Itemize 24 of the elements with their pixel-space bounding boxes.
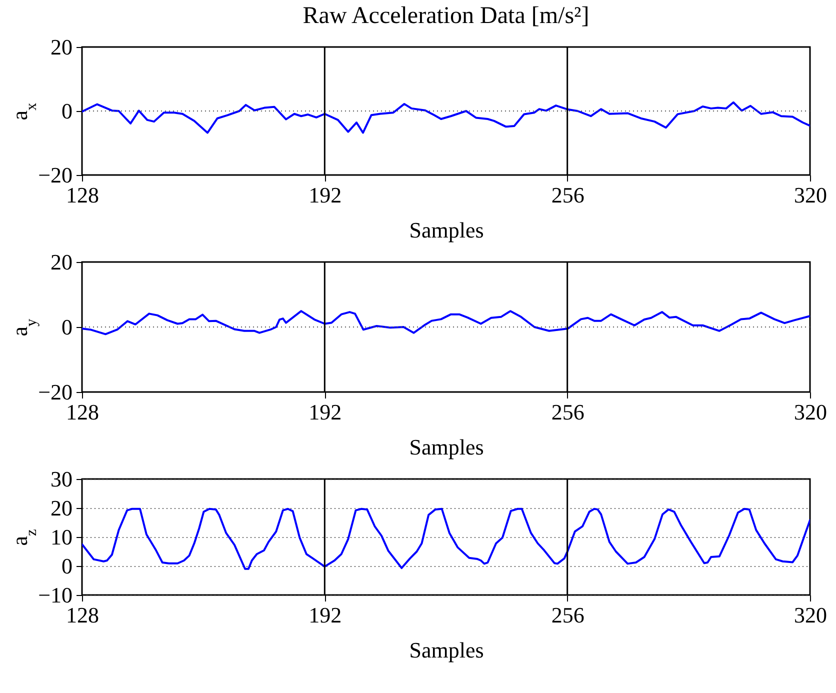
- x-axis-title: Samples: [409, 638, 484, 662]
- x-tick-label: 256: [551, 602, 584, 628]
- x-axis-title: Samples: [409, 218, 484, 242]
- x-tick-label: 192: [308, 400, 342, 424]
- y-tick-label: 0: [62, 554, 72, 578]
- y-tick-label: 20: [50, 496, 72, 520]
- y-tick-label: 20: [50, 250, 72, 274]
- y-tick-label: 10: [50, 524, 72, 550]
- x-tick-label: 320: [794, 602, 827, 628]
- x-axis-title: Samples: [409, 434, 484, 460]
- y-tick-label: 20: [50, 34, 72, 60]
- x-tick-label: 320: [794, 400, 827, 424]
- x-tick-label: 256: [551, 182, 584, 208]
- line-series: [82, 101, 810, 134]
- y-tick-label: 0: [62, 98, 72, 124]
- x-tick-label: 192: [308, 182, 342, 208]
- x-tick-label: 256: [551, 400, 584, 424]
- y-tick-label: 30: [50, 466, 72, 492]
- y-tick-label: 0: [62, 314, 72, 340]
- chart-title: Raw Acceleration Data [m/s²]: [302, 3, 590, 29]
- line-series: [82, 310, 810, 336]
- x-tick-label: 192: [308, 602, 342, 628]
- x-tick-label: 320: [794, 182, 827, 208]
- line-series: [82, 508, 810, 570]
